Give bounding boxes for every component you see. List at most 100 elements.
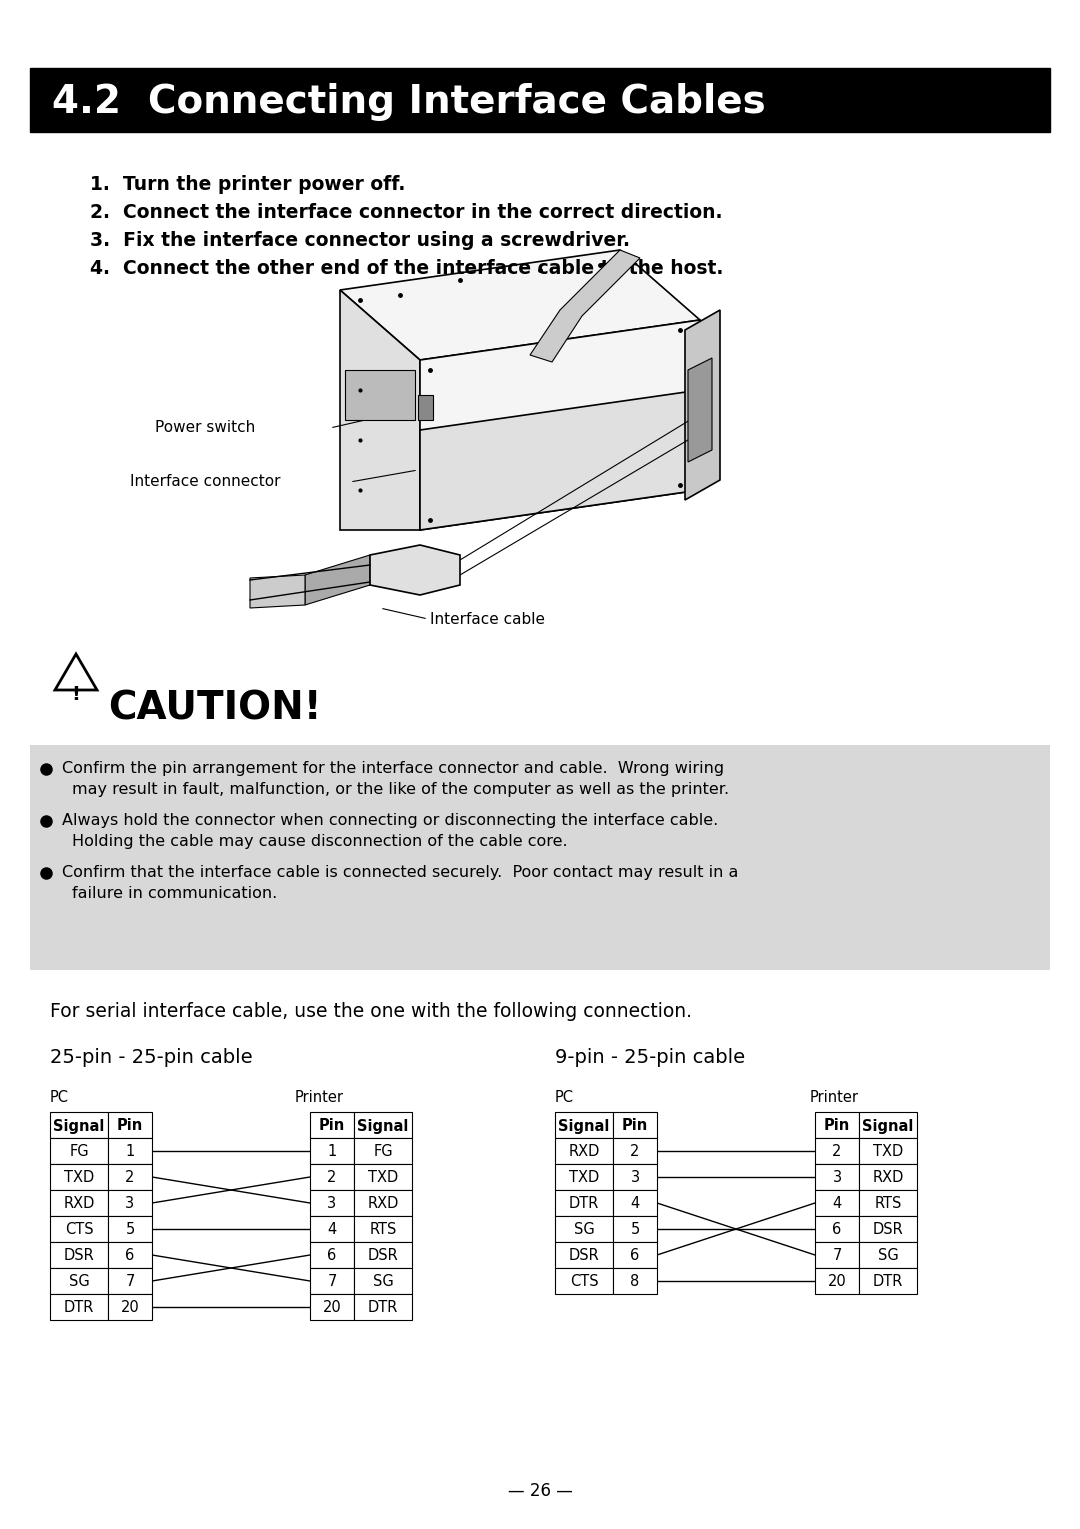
Text: 3: 3	[327, 1197, 337, 1211]
Text: Pin: Pin	[319, 1119, 346, 1133]
Bar	[310, 1216, 354, 1242]
Bar	[50, 1242, 108, 1268]
Bar	[354, 1164, 411, 1190]
Polygon shape	[305, 555, 370, 605]
Text: Signal: Signal	[357, 1119, 408, 1133]
Bar	[310, 1268, 354, 1294]
Text: 2: 2	[631, 1145, 639, 1159]
Text: 6: 6	[631, 1249, 639, 1263]
Bar	[555, 1190, 613, 1216]
Bar	[310, 1294, 354, 1320]
Bar	[815, 1164, 859, 1190]
Bar	[815, 1242, 859, 1268]
Text: 3: 3	[631, 1171, 639, 1185]
Bar	[555, 1112, 613, 1138]
Bar	[815, 1138, 859, 1164]
Text: 1.  Turn the printer power off.: 1. Turn the printer power off.	[90, 174, 405, 194]
Text: Signal: Signal	[862, 1119, 914, 1133]
Text: 4.2  Connecting Interface Cables: 4.2 Connecting Interface Cables	[52, 83, 766, 121]
Polygon shape	[688, 358, 712, 462]
Text: 4: 4	[631, 1197, 639, 1211]
Polygon shape	[249, 575, 305, 609]
Bar	[613, 1112, 657, 1138]
Bar	[555, 1216, 613, 1242]
Text: DTR: DTR	[569, 1197, 599, 1211]
Bar	[108, 1294, 152, 1320]
Text: CTS: CTS	[569, 1275, 598, 1289]
Text: 8: 8	[631, 1275, 639, 1289]
Text: SG: SG	[373, 1275, 393, 1289]
Text: TXD: TXD	[368, 1171, 399, 1185]
Text: DSR: DSR	[569, 1249, 599, 1263]
Bar	[50, 1216, 108, 1242]
Text: Power switch: Power switch	[156, 419, 255, 434]
Bar	[50, 1164, 108, 1190]
Bar	[418, 394, 433, 420]
Text: 25-pin - 25-pin cable: 25-pin - 25-pin cable	[50, 1047, 253, 1067]
Text: 5: 5	[631, 1223, 639, 1237]
Bar	[108, 1138, 152, 1164]
Text: CTS: CTS	[65, 1223, 93, 1237]
Bar	[354, 1242, 411, 1268]
Text: DTR: DTR	[368, 1301, 399, 1315]
Bar	[555, 1242, 613, 1268]
Text: 20: 20	[323, 1301, 341, 1315]
Bar	[354, 1216, 411, 1242]
Bar	[354, 1268, 411, 1294]
Text: Printer: Printer	[295, 1090, 345, 1105]
Bar	[50, 1138, 108, 1164]
Text: 6: 6	[125, 1249, 135, 1263]
Text: 4.  Connect the other end of the interface cable to the host.: 4. Connect the other end of the interfac…	[90, 258, 724, 278]
Bar	[108, 1268, 152, 1294]
Text: Confirm the pin arrangement for the interface connector and cable.  Wrong wiring: Confirm the pin arrangement for the inte…	[62, 761, 724, 777]
Text: !: !	[71, 685, 80, 703]
Bar	[108, 1190, 152, 1216]
Bar	[815, 1216, 859, 1242]
Bar	[613, 1242, 657, 1268]
Text: 20: 20	[121, 1301, 139, 1315]
Polygon shape	[345, 370, 415, 420]
Bar	[815, 1268, 859, 1294]
Text: SG: SG	[69, 1275, 90, 1289]
Text: 6: 6	[327, 1249, 337, 1263]
Polygon shape	[55, 654, 97, 690]
Text: may result in fault, malfunction, or the like of the computer as well as the pri: may result in fault, malfunction, or the…	[72, 781, 729, 797]
Text: RTS: RTS	[875, 1197, 902, 1211]
Text: Pin: Pin	[117, 1119, 144, 1133]
Bar	[815, 1112, 859, 1138]
Bar	[859, 1138, 917, 1164]
Text: 1: 1	[125, 1145, 135, 1159]
Bar	[50, 1294, 108, 1320]
Bar	[108, 1216, 152, 1242]
Text: Pin: Pin	[622, 1119, 648, 1133]
Polygon shape	[530, 251, 640, 362]
Text: Always hold the connector when connecting or disconnecting the interface cable.: Always hold the connector when connectin…	[62, 813, 718, 829]
Polygon shape	[340, 251, 700, 359]
Bar	[859, 1268, 917, 1294]
Text: RXD: RXD	[873, 1171, 904, 1185]
Bar	[859, 1216, 917, 1242]
Polygon shape	[420, 390, 700, 531]
Bar	[555, 1268, 613, 1294]
Text: 7: 7	[125, 1275, 135, 1289]
Text: 4: 4	[327, 1223, 337, 1237]
Bar	[30, 745, 1050, 969]
Text: 9-pin - 25-pin cable: 9-pin - 25-pin cable	[555, 1047, 745, 1067]
Bar	[354, 1190, 411, 1216]
Bar	[310, 1112, 354, 1138]
Bar	[50, 1112, 108, 1138]
Bar	[310, 1138, 354, 1164]
Text: RXD: RXD	[64, 1197, 95, 1211]
Text: Holding the cable may cause disconnection of the cable core.: Holding the cable may cause disconnectio…	[72, 833, 568, 849]
Bar	[859, 1164, 917, 1190]
Text: Signal: Signal	[53, 1119, 105, 1133]
Text: Pin: Pin	[824, 1119, 850, 1133]
Text: SG: SG	[573, 1223, 594, 1237]
Bar	[108, 1164, 152, 1190]
Bar	[108, 1242, 152, 1268]
Text: 7: 7	[327, 1275, 337, 1289]
Text: 20: 20	[827, 1275, 847, 1289]
Bar	[30, 67, 1050, 131]
Bar	[50, 1190, 108, 1216]
Text: Interface connector: Interface connector	[130, 474, 281, 489]
